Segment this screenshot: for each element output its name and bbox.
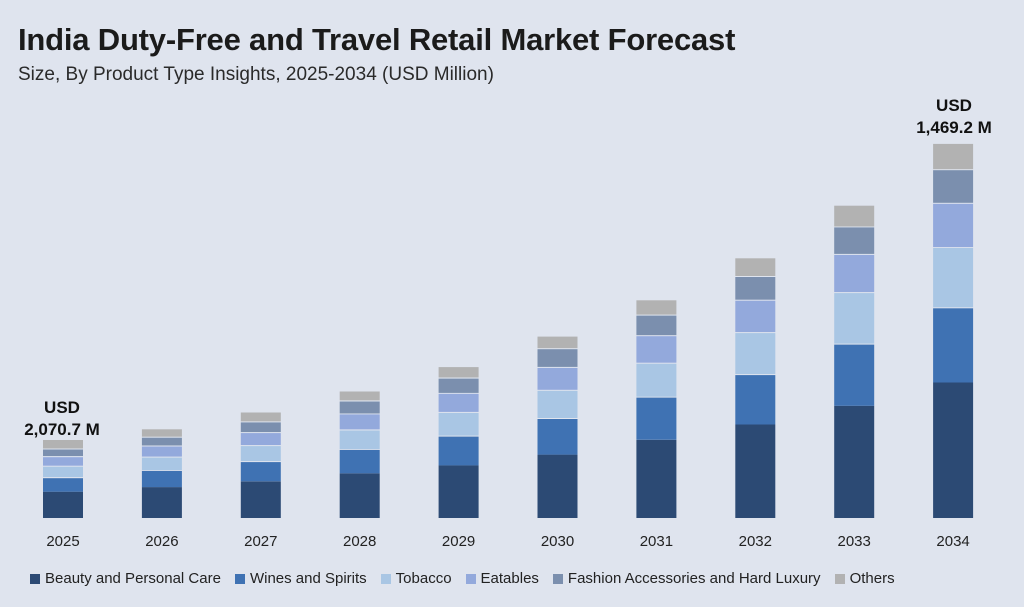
bar-segment-2034-wines-and-spirits bbox=[933, 308, 974, 383]
x-tick-label-2027: 2027 bbox=[244, 533, 277, 550]
bar-segment-2032-fashion-accessories-and-hard-luxury bbox=[735, 277, 776, 300]
x-tick-label-2029: 2029 bbox=[442, 533, 475, 550]
bar-segment-2027-beauty-and-personal-care bbox=[240, 481, 281, 518]
x-tick-label-2026: 2026 bbox=[145, 533, 178, 550]
bar-segment-2027-others bbox=[240, 412, 281, 422]
bar-segment-2032-others bbox=[735, 258, 776, 276]
bar-segment-2028-wines-and-spirits bbox=[339, 449, 380, 474]
bar-segment-2034-beauty-and-personal-care bbox=[933, 382, 974, 518]
legend-swatch-fashion bbox=[552, 573, 563, 584]
x-tick-label-2028: 2028 bbox=[343, 533, 376, 550]
bar-segment-2031-tobacco bbox=[636, 363, 677, 397]
annotation-2034: USD 1,469.2 M bbox=[902, 95, 1006, 139]
bar-segment-2032-eatables bbox=[735, 300, 776, 333]
bar-segment-2028-beauty-and-personal-care bbox=[339, 473, 380, 518]
bar-segment-2031-eatables bbox=[636, 336, 677, 363]
bar-segment-2034-tobacco bbox=[933, 248, 974, 308]
bar-segment-2033-beauty-and-personal-care bbox=[834, 405, 875, 518]
legend-swatch-others bbox=[834, 573, 845, 584]
legend-item-beauty: Beauty and Personal Care bbox=[30, 570, 221, 587]
bar-segment-2031-wines-and-spirits bbox=[636, 397, 677, 440]
annotation-2025-line2: 2,070.7 M bbox=[24, 420, 100, 439]
legend-item-eatables: Eatables bbox=[465, 570, 539, 587]
bar-segment-2030-tobacco bbox=[537, 390, 578, 418]
bar-segment-2025-others bbox=[43, 440, 83, 449]
bar-segment-2026-fashion-accessories-and-hard-luxury bbox=[141, 437, 182, 446]
chart-title: India Duty-Free and Travel Retail Market… bbox=[18, 22, 736, 57]
bar-segment-2032-wines-and-spirits bbox=[735, 375, 776, 425]
x-tick-label-2034: 2034 bbox=[936, 533, 969, 550]
legend-label-beauty: Beauty and Personal Care bbox=[45, 570, 221, 587]
bar-segment-2029-fashion-accessories-and-hard-luxury bbox=[438, 378, 479, 393]
bar-segment-2030-wines-and-spirits bbox=[537, 419, 578, 455]
bar-segment-2026-wines-and-spirits bbox=[141, 470, 182, 488]
bar-segment-2029-beauty-and-personal-care bbox=[438, 465, 479, 518]
bar-segment-2027-eatables bbox=[240, 433, 281, 446]
bar-segment-2026-eatables bbox=[141, 446, 182, 457]
bar-segment-2033-eatables bbox=[834, 254, 875, 293]
bar-segment-2029-others bbox=[438, 367, 479, 378]
x-tick-label-2025: 2025 bbox=[46, 533, 79, 550]
bar-segment-2033-others bbox=[834, 205, 875, 227]
bar-segment-2031-others bbox=[636, 300, 677, 315]
legend-label-eatables: Eatables bbox=[480, 570, 539, 587]
legend-label-fashion: Fashion Accessories and Hard Luxury bbox=[567, 570, 821, 587]
bar-segment-2032-tobacco bbox=[735, 333, 776, 375]
bar-segment-2028-eatables bbox=[339, 414, 380, 430]
bar-segment-2026-beauty-and-personal-care bbox=[141, 487, 182, 518]
annotation-2025: USD 2,070.7 M bbox=[10, 397, 114, 441]
bar-segment-2026-others bbox=[141, 429, 182, 437]
bar-segment-2028-others bbox=[339, 391, 380, 401]
x-tick-label-2030: 2030 bbox=[541, 533, 574, 550]
legend-swatch-eatables bbox=[465, 573, 476, 584]
bar-segment-2029-wines-and-spirits bbox=[438, 436, 479, 466]
bar-segment-2033-tobacco bbox=[834, 293, 875, 344]
annotation-2034-line1: USD bbox=[936, 96, 972, 115]
bar-segment-2032-beauty-and-personal-care bbox=[735, 424, 776, 518]
legend-label-others: Others bbox=[849, 570, 895, 587]
bar-segment-2030-fashion-accessories-and-hard-luxury bbox=[537, 349, 578, 367]
bar-segment-2025-tobacco bbox=[43, 466, 83, 478]
bar-segment-2033-wines-and-spirits bbox=[834, 344, 875, 406]
legend-label-tobacco: Tobacco bbox=[395, 570, 452, 587]
bar-segment-2028-fashion-accessories-and-hard-luxury bbox=[339, 401, 380, 414]
bar-segment-2026-tobacco bbox=[141, 457, 182, 470]
bar-segment-2025-beauty-and-personal-care bbox=[43, 491, 83, 518]
legend-item-wines: Wines and Spirits bbox=[234, 570, 367, 587]
x-tick-label-2031: 2031 bbox=[640, 533, 673, 550]
legend-item-tobacco: Tobacco bbox=[380, 570, 452, 587]
legend-swatch-tobacco bbox=[380, 573, 391, 584]
legend-swatch-beauty bbox=[30, 573, 40, 584]
bar-segment-2029-tobacco bbox=[438, 412, 479, 436]
bar-segment-2034-others bbox=[933, 143, 974, 170]
bar-segment-2029-eatables bbox=[438, 393, 479, 412]
bar-segment-2034-fashion-accessories-and-hard-luxury bbox=[933, 170, 974, 203]
bar-segment-2028-tobacco bbox=[339, 430, 380, 449]
x-tick-label-2033: 2033 bbox=[838, 533, 871, 550]
bar-segment-2025-fashion-accessories-and-hard-luxury bbox=[43, 449, 83, 457]
x-tick-label-2032: 2032 bbox=[739, 533, 772, 550]
legend-label-wines: Wines and Spirits bbox=[249, 570, 367, 587]
legend-item-fashion: Fashion Accessories and Hard Luxury bbox=[552, 570, 821, 587]
bar-segment-2034-eatables bbox=[933, 203, 974, 248]
bar-segment-2025-wines-and-spirits bbox=[43, 478, 83, 492]
bar-segment-2033-fashion-accessories-and-hard-luxury bbox=[834, 227, 875, 254]
annotation-2034-line2: 1,469.2 M bbox=[916, 118, 992, 137]
bar-segment-2030-others bbox=[537, 336, 578, 349]
annotation-2025-line1: USD bbox=[44, 398, 80, 417]
legend-item-others: Others bbox=[834, 570, 895, 587]
bar-segment-2031-fashion-accessories-and-hard-luxury bbox=[636, 315, 677, 336]
chart-subtitle: Size, By Product Type Insights, 2025-203… bbox=[18, 64, 494, 85]
bar-segment-2030-beauty-and-personal-care bbox=[537, 454, 578, 518]
bar-segment-2027-wines-and-spirits bbox=[240, 462, 281, 482]
bar-segment-2030-eatables bbox=[537, 367, 578, 390]
chart-legend: Beauty and Personal Care Wines and Spiri… bbox=[30, 570, 909, 587]
bar-segment-2027-fashion-accessories-and-hard-luxury bbox=[240, 422, 281, 433]
legend-swatch-wines bbox=[234, 573, 245, 584]
bar-segment-2027-tobacco bbox=[240, 446, 281, 462]
bar-segment-2025-eatables bbox=[43, 457, 83, 466]
bar-segment-2031-beauty-and-personal-care bbox=[636, 439, 677, 518]
